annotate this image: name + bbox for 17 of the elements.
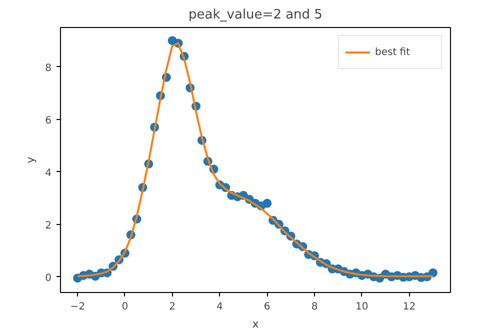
x-tick-label: 4 — [216, 302, 223, 312]
y-tick-label: 0 — [45, 272, 52, 284]
x-tick-label: 12 — [402, 302, 416, 312]
x-tick-label: 8 — [311, 302, 318, 312]
y-tick-label: 4 — [45, 168, 52, 179]
x-axis-title: x — [252, 318, 260, 330]
x-tick-label: −2 — [70, 302, 85, 312]
x-tick-label: 10 — [356, 302, 368, 312]
y-tick-label: 8 — [45, 62, 52, 74]
x-tick-label: 2 — [169, 302, 176, 312]
y-axis-title: y — [24, 156, 38, 164]
chart-title: peak_value=2 and 5 — [188, 8, 322, 22]
y-tick-label: 2 — [45, 220, 52, 232]
y-tick-label: 6 — [45, 115, 52, 126]
legend-label: best fit — [375, 46, 412, 58]
x-tick-label: 0 — [122, 302, 128, 312]
x-tick-label: 6 — [264, 302, 270, 312]
